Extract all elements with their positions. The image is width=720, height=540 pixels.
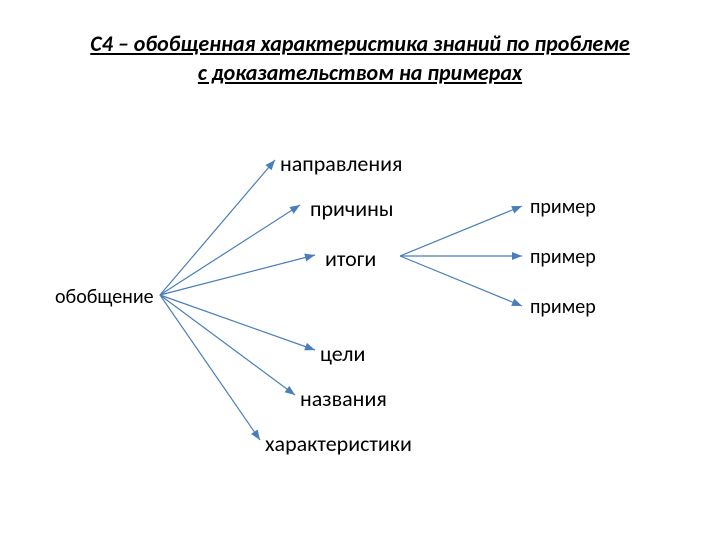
title-line-2: с доказательством на примерах <box>198 59 522 86</box>
branch-label-5: характеристики <box>265 430 412 457</box>
example-label-2: пример <box>530 295 596 319</box>
example-label-1: пример <box>530 245 596 269</box>
branch-label-4: названия <box>300 385 387 412</box>
branch-label-0: направления <box>280 150 402 177</box>
branch-label-2: итоги <box>325 245 376 272</box>
root-label: обобщение <box>55 285 154 309</box>
example-label-0: пример <box>530 195 596 219</box>
title-line-1: С4 – обобщенная характеристика знаний по… <box>90 30 629 57</box>
diagram-title: С4 – обобщенная характеристика знаний по… <box>0 30 720 87</box>
branch-label-3: цели <box>320 340 365 367</box>
branch-label-1: причины <box>310 195 394 222</box>
